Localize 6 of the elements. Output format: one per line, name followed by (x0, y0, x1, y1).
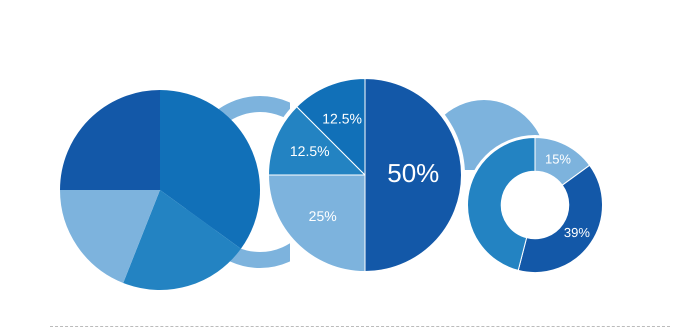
data-label: 12.5% (290, 142, 330, 159)
data-label: 39% (564, 225, 590, 240)
data-label: 15% (544, 151, 572, 166)
data-label: 50% (387, 158, 440, 188)
data-label: 25% (308, 208, 337, 224)
data-label: 12.5% (322, 110, 362, 127)
